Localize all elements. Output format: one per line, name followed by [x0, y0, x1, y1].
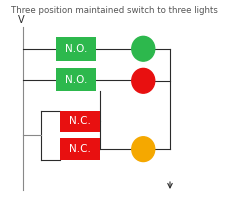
Circle shape [132, 137, 155, 161]
Text: V: V [18, 15, 25, 25]
FancyBboxPatch shape [60, 111, 100, 132]
Text: N.O.: N.O. [65, 75, 87, 85]
Circle shape [132, 36, 155, 61]
Text: N.O.: N.O. [65, 44, 87, 54]
Text: N.C.: N.C. [69, 116, 91, 126]
Text: N.C.: N.C. [69, 144, 91, 154]
FancyBboxPatch shape [56, 68, 96, 91]
FancyBboxPatch shape [56, 37, 96, 60]
Text: Three position maintained switch to three lights: Three position maintained switch to thre… [11, 6, 217, 15]
FancyBboxPatch shape [60, 138, 100, 160]
Circle shape [132, 68, 155, 93]
